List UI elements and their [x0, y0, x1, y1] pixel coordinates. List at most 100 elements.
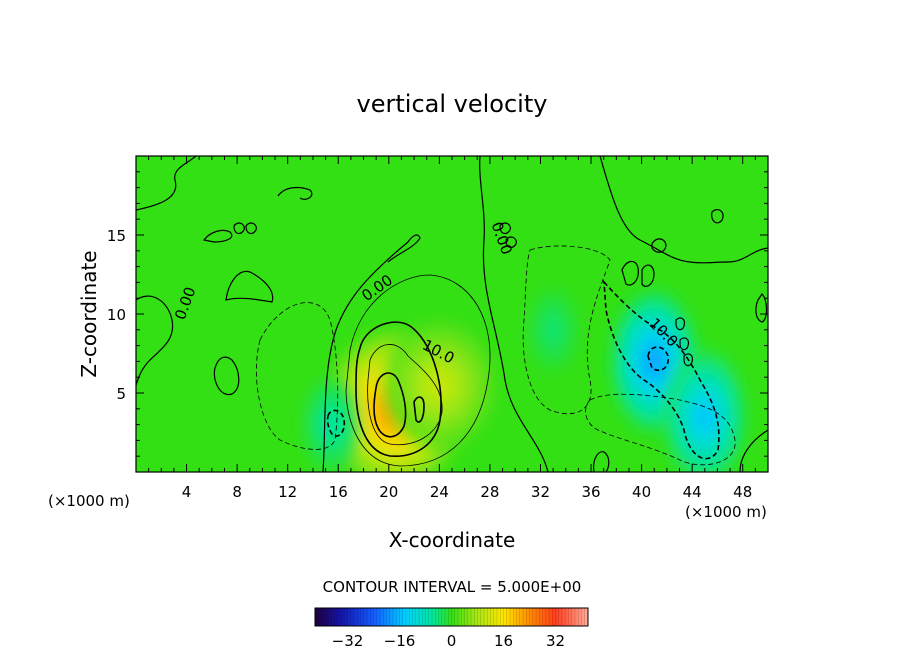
- zero-contour-line: [599, 156, 768, 264]
- negative-contour-line: [603, 279, 720, 460]
- x-tick-label: 4: [182, 483, 192, 501]
- small-contour-line: [499, 222, 511, 235]
- colorbar-cell: [441, 608, 446, 626]
- colorbar-cell: [396, 608, 400, 626]
- zero-contour-line: [213, 356, 240, 396]
- colorbar-cell: [542, 608, 547, 626]
- colorbar-cell: [451, 608, 456, 626]
- zero-contour-line: [739, 429, 768, 472]
- colorbar-cell: [376, 608, 381, 626]
- colorbar-cell: [399, 608, 404, 626]
- colorbar-frame: [314, 607, 589, 627]
- colorbar-cell: [536, 608, 540, 626]
- colorbar-cell: [500, 608, 504, 626]
- colorbar-cell: [344, 608, 348, 626]
- colorbar-cell: [565, 608, 569, 626]
- colorbar-cell: [562, 608, 566, 626]
- colorbar-cell: [474, 608, 478, 626]
- colorbar-cell: [389, 608, 394, 626]
- x-unit-right: (×1000 m): [685, 503, 767, 521]
- x-tick-label: 28: [480, 483, 499, 501]
- colorbar-cell: [438, 608, 443, 626]
- colorbar-cell: [373, 608, 378, 626]
- colorbar-ticks: −32 −16 0 16 32: [332, 632, 565, 650]
- small-contour-line: [621, 260, 639, 286]
- colorbar-cell: [464, 608, 469, 626]
- colorbar-tick-label: −32: [332, 632, 364, 650]
- colorbar-cell: [425, 608, 430, 626]
- colorbar-cell: [513, 608, 517, 626]
- x-tick-label: 40: [632, 483, 651, 501]
- colorbar-cell: [448, 608, 452, 626]
- small-contour-line: [675, 317, 685, 331]
- zero-contour-line: [479, 156, 549, 472]
- colorbar-cell: [578, 608, 582, 626]
- colorbar-cell: [415, 608, 420, 626]
- colorbar-tick-label: 16: [494, 632, 513, 650]
- colorbar-cell: [519, 608, 524, 626]
- colorbar-cell: [571, 608, 576, 626]
- colorbar-cell: [506, 608, 511, 626]
- colorbar-cell: [477, 608, 482, 626]
- colorbar-cell: [454, 608, 459, 626]
- colorbar-cell: [497, 608, 501, 626]
- y-tick-label: 5: [116, 385, 126, 403]
- zero-contour-line: [322, 234, 421, 472]
- zero-contour-line: [593, 451, 610, 472]
- zero-contour-line: [225, 270, 274, 303]
- colorbar-cell: [581, 608, 586, 626]
- zero-contour-line: [202, 229, 233, 243]
- velocity-blob: [326, 416, 338, 433]
- velocity-blob: [548, 322, 558, 338]
- colorbar-cell: [315, 608, 319, 626]
- colorbar-cell: [480, 608, 485, 626]
- colorbar-cell: [584, 608, 589, 626]
- colorbar-cell: [370, 608, 374, 626]
- colorbar-cell: [575, 608, 579, 626]
- colorbar-cell: [321, 608, 326, 626]
- positive-contour-line: [355, 321, 442, 457]
- x-axis-ticks: 4 8 12 16 20 24 28 32 36 40 44 48: [148, 156, 756, 501]
- colorbar-cell: [337, 608, 342, 626]
- small-contour-line: [641, 264, 655, 287]
- velocity-blob: [697, 405, 712, 428]
- colorbar-cell: [432, 608, 436, 626]
- colorbar-cell: [487, 608, 491, 626]
- colorbar-cell: [380, 608, 384, 626]
- x-tick-label: 48: [733, 483, 752, 501]
- colorbar-cell: [539, 608, 543, 626]
- colorbar-cell: [422, 608, 426, 626]
- colorbar-cell: [484, 608, 488, 626]
- negative-contour-line: [326, 409, 346, 437]
- colorbar-cell: [409, 608, 413, 626]
- small-contour-line: [711, 208, 724, 224]
- colorbar-cell: [549, 608, 553, 626]
- positive-contour-line: [367, 344, 443, 446]
- colorbar-tick-label: 32: [546, 632, 565, 650]
- x-tick-label: 36: [581, 483, 600, 501]
- colorbar-cell: [467, 608, 472, 626]
- positive-contour-line: [345, 274, 491, 467]
- colorbar-cell: [318, 608, 322, 626]
- y-axis-label: Z-coordinate: [77, 250, 101, 377]
- small-contour-line: [245, 222, 257, 235]
- contour-lines: [136, 156, 768, 472]
- colorbar-cell: [367, 608, 371, 626]
- velocity-blob: [646, 349, 662, 374]
- x-axis-label: X-coordinate: [389, 528, 516, 552]
- x-unit-left: (×1000 m): [48, 492, 130, 510]
- colorbar-cell: [471, 608, 475, 626]
- colorbar-cell: [510, 608, 514, 626]
- colorbar-cell: [529, 608, 534, 626]
- colorbar-cell: [545, 608, 550, 626]
- y-tick-label: 15: [107, 227, 126, 245]
- x-tick-label: 20: [379, 483, 398, 501]
- colorbar-cell: [402, 608, 407, 626]
- y-tick-label: 10: [107, 306, 126, 324]
- colorbar-cell: [558, 608, 563, 626]
- colorbar-cell: [526, 608, 530, 626]
- colorbar: −32 −16 0 16 32: [314, 607, 589, 650]
- colorbar-cell: [341, 608, 345, 626]
